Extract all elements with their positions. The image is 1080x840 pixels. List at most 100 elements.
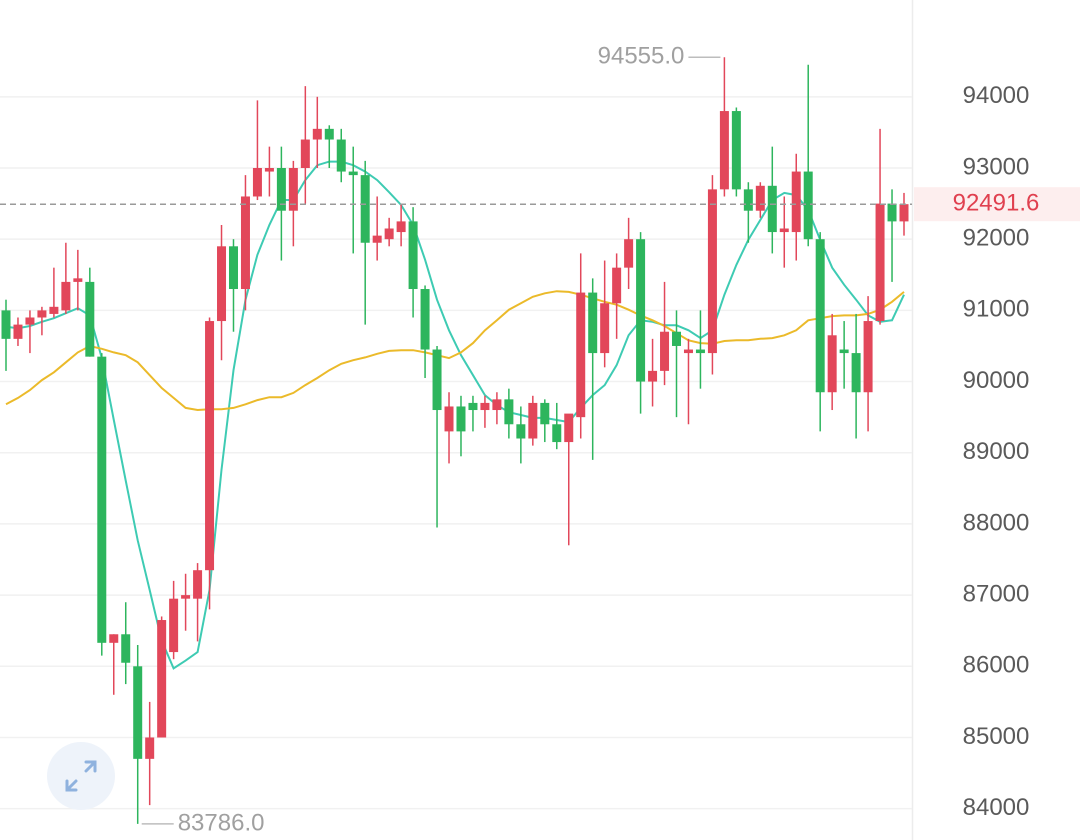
candle-body [217,246,227,322]
candle-body [863,321,873,393]
moving-average-line [5,160,905,670]
candle-body [456,406,466,432]
y-tick-label: 84000 [963,794,1030,821]
candle-body [540,402,550,425]
candle-body [73,278,83,282]
candle-body [612,267,622,304]
candle-body [348,171,358,176]
candle-body [396,221,406,233]
candle-body [408,221,418,290]
candle-body [683,349,693,354]
candle-body [372,235,382,243]
candle-body [528,402,538,439]
candle-body [624,239,634,268]
candle-body [504,399,514,425]
y-tick-label: 89000 [963,438,1030,465]
expand-button-bg[interactable] [47,742,115,810]
y-tick-label: 91000 [963,296,1030,323]
expand-icon [65,760,97,792]
candle-body [468,402,478,411]
candle-body [85,281,95,357]
candle-body [169,598,179,653]
y-tick-label: 87000 [963,580,1030,607]
candle-body [588,292,598,354]
candle-body [731,111,741,190]
candle-body [899,204,909,222]
moving-average-line [5,290,905,412]
candle-body [564,413,574,443]
candle-body [815,239,825,393]
candle-body [660,331,670,371]
candle-body [360,175,370,243]
candle-body [875,203,885,322]
labels: 84000 85000 86000 87000 88000 89000 90000 91000… [0,43,1080,836]
y-tick-label: 93000 [963,153,1030,180]
candle-body [61,281,71,311]
last-price-badge [914,187,1080,222]
candle-body [432,349,442,411]
candle-body [37,310,47,318]
candle-body [133,666,143,759]
candle-body [49,306,59,314]
candle-body [839,349,849,354]
candle-body [264,168,274,172]
y-tick-label: 90000 [963,367,1030,394]
candle-body [827,335,837,393]
candle-body [336,139,346,172]
candle-body [181,595,191,599]
candle-body [480,402,490,411]
candle-body [193,570,203,599]
candle-body [803,171,813,240]
candle-body [767,185,777,233]
candle-body [121,634,131,663]
candle-body [228,246,238,290]
candle-body [695,349,705,354]
candle-body [719,111,729,190]
candle-body [109,634,119,643]
low-label: 83786.0 [178,809,265,836]
candle-body [384,228,394,240]
candle-body [851,353,861,393]
candle-body [157,620,167,738]
candle-body [420,289,430,350]
candle-body [755,185,765,211]
expand-button[interactable] [47,742,115,810]
candle-body [25,317,35,325]
high-label: 94555.0 [598,43,685,70]
candle-body [300,139,310,168]
candle-body [444,406,454,432]
candle-body [240,196,250,290]
moving-averages [5,160,905,670]
last-price-label: 92491.6 [953,190,1040,217]
candle-body [576,292,586,418]
candle-body [672,331,682,346]
candle-body [516,424,526,439]
candle-body [205,321,215,571]
candle-body [324,128,334,140]
candle-body [743,189,753,211]
candle-body [97,356,107,643]
candle-body [887,203,897,222]
candle-body [312,128,322,140]
candle-body [13,324,23,339]
candle-body [648,370,658,382]
candle-body [145,737,155,759]
candle-body [600,303,610,354]
candle-body [1,310,11,339]
candle-body [791,171,801,233]
candle-body [636,239,646,382]
candle-body [779,228,789,233]
candle-body [276,168,286,211]
candle-body [707,189,717,354]
candle-body [252,168,262,197]
y-tick-label: 86000 [963,652,1030,679]
y-tick-label: 94000 [963,82,1030,109]
y-tick-label: 92000 [963,225,1030,252]
candles [1,57,909,824]
candle-body [552,424,562,443]
y-tick-label: 85000 [963,723,1030,750]
y-tick-label: 88000 [963,509,1030,536]
candle-body [492,399,502,411]
